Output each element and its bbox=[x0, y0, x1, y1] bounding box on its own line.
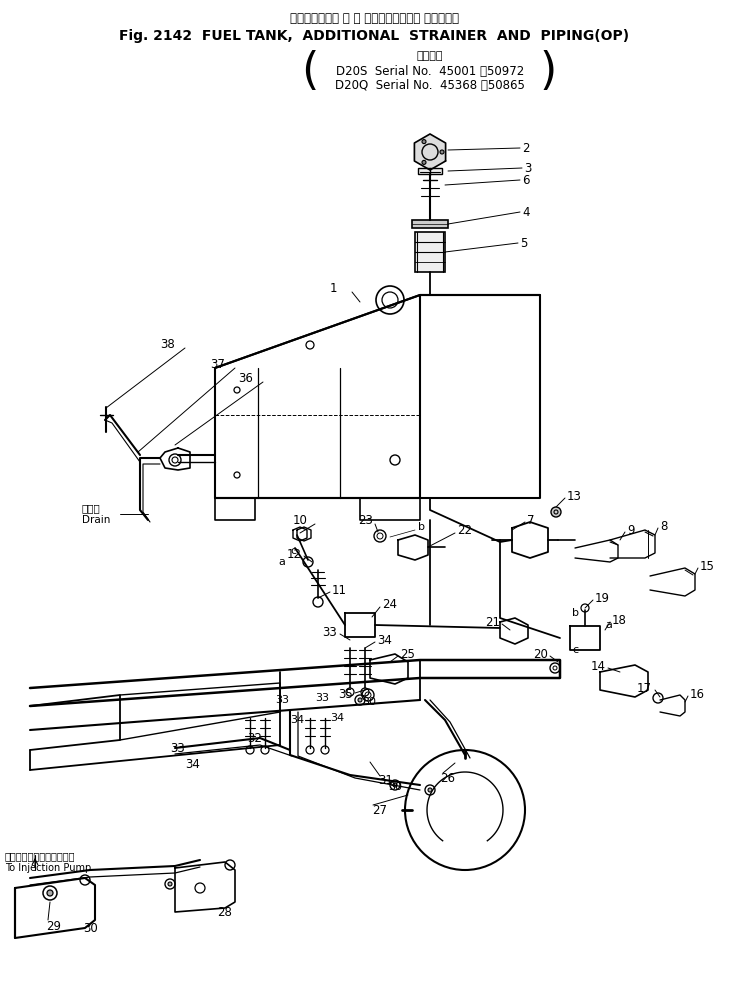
Text: 5: 5 bbox=[520, 236, 527, 249]
Text: ドレン: ドレン bbox=[82, 503, 101, 513]
Text: 2: 2 bbox=[522, 142, 530, 155]
Text: 32: 32 bbox=[247, 731, 262, 744]
Text: 25: 25 bbox=[400, 648, 415, 661]
Text: 34: 34 bbox=[377, 634, 392, 647]
Text: 10: 10 bbox=[293, 514, 308, 527]
Text: 31: 31 bbox=[378, 774, 393, 787]
Text: 15: 15 bbox=[700, 559, 715, 572]
Text: 34: 34 bbox=[290, 715, 304, 725]
Text: 30: 30 bbox=[362, 697, 376, 707]
Circle shape bbox=[168, 882, 172, 886]
Text: 22: 22 bbox=[457, 524, 472, 537]
Text: 18: 18 bbox=[612, 614, 627, 627]
Text: 36: 36 bbox=[238, 371, 253, 384]
Text: 26: 26 bbox=[440, 772, 455, 785]
Circle shape bbox=[428, 788, 432, 792]
Text: 11: 11 bbox=[332, 583, 347, 597]
Text: To Injection Pump: To Injection Pump bbox=[5, 863, 91, 873]
Text: D20Q  Serial No.  45368 ～50865: D20Q Serial No. 45368 ～50865 bbox=[335, 78, 525, 92]
Text: 29: 29 bbox=[46, 919, 61, 933]
Text: c: c bbox=[290, 546, 296, 556]
Text: a: a bbox=[278, 557, 285, 567]
Text: 28: 28 bbox=[217, 905, 232, 918]
Text: b: b bbox=[418, 522, 425, 532]
Circle shape bbox=[551, 507, 561, 517]
Text: 23: 23 bbox=[358, 514, 373, 527]
Text: D20S  Serial No.  45001 ～50972: D20S Serial No. 45001 ～50972 bbox=[336, 64, 524, 77]
Text: 1: 1 bbox=[330, 282, 338, 295]
Circle shape bbox=[393, 783, 397, 787]
Text: 33: 33 bbox=[322, 626, 337, 639]
Polygon shape bbox=[414, 134, 446, 170]
Text: ): ) bbox=[539, 49, 557, 93]
Text: 24: 24 bbox=[382, 599, 397, 612]
Text: (: ( bbox=[301, 49, 318, 93]
Text: 4: 4 bbox=[522, 205, 530, 218]
Text: インジェクションポンプへ: インジェクションポンプへ bbox=[5, 851, 76, 861]
Text: 33: 33 bbox=[275, 695, 289, 705]
Text: 20: 20 bbox=[533, 648, 548, 661]
Circle shape bbox=[47, 890, 53, 896]
Text: 30: 30 bbox=[83, 921, 98, 935]
Text: 34: 34 bbox=[185, 758, 200, 771]
Text: 30: 30 bbox=[388, 782, 402, 792]
Text: 21: 21 bbox=[485, 616, 500, 629]
Text: Fig. 2142  FUEL TANK,  ADDITIONAL  STRAINER  AND  PIPING(OP): Fig. 2142 FUEL TANK, ADDITIONAL STRAINER… bbox=[119, 29, 629, 43]
Text: 34: 34 bbox=[330, 713, 344, 723]
Text: 33: 33 bbox=[315, 693, 329, 703]
Text: 8: 8 bbox=[660, 519, 667, 532]
Text: 17: 17 bbox=[637, 681, 652, 694]
Text: 13: 13 bbox=[567, 490, 582, 503]
Bar bbox=[418, 168, 442, 174]
Text: 6: 6 bbox=[522, 173, 530, 186]
Text: 38: 38 bbox=[160, 337, 175, 350]
Text: b: b bbox=[572, 608, 579, 618]
Text: 3: 3 bbox=[524, 162, 531, 174]
Text: a: a bbox=[605, 620, 612, 630]
Text: 12: 12 bbox=[287, 547, 302, 560]
Text: 適用号機: 適用号機 bbox=[416, 51, 443, 61]
Bar bbox=[412, 220, 448, 228]
Circle shape bbox=[422, 140, 426, 144]
Text: 27: 27 bbox=[372, 804, 387, 817]
Text: 37: 37 bbox=[210, 357, 225, 370]
Circle shape bbox=[358, 698, 362, 702]
Text: 9: 9 bbox=[627, 523, 634, 536]
Text: 19: 19 bbox=[595, 592, 610, 605]
Circle shape bbox=[440, 150, 444, 154]
Text: c: c bbox=[572, 645, 578, 655]
Text: フェルタンク， 増 設 ストレーナおよび パイピング: フェルタンク， 増 設 ストレーナおよび パイピング bbox=[290, 11, 458, 24]
Text: 14: 14 bbox=[591, 660, 606, 672]
Circle shape bbox=[422, 160, 426, 164]
Text: 35: 35 bbox=[339, 688, 353, 701]
Text: Drain: Drain bbox=[82, 515, 110, 525]
Text: 7: 7 bbox=[527, 513, 535, 526]
Text: 16: 16 bbox=[690, 687, 705, 700]
Bar bbox=[415, 232, 445, 272]
Text: 33: 33 bbox=[170, 741, 185, 754]
